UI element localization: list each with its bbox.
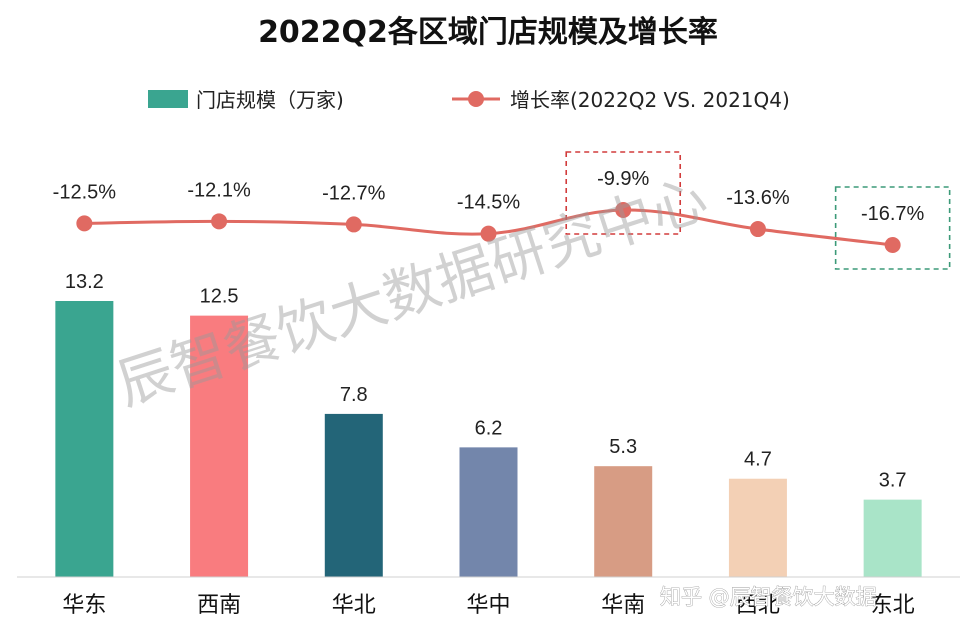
- bar-value-label-6: 4.7: [744, 449, 772, 471]
- rate-value-label-2: -12.1%: [187, 179, 251, 201]
- bar-7: [863, 499, 922, 577]
- rate-point-6: [749, 221, 766, 238]
- bar-5: [594, 466, 653, 577]
- legend-line-label: 增长率(2022Q2 VS. 2021Q4): [510, 88, 790, 112]
- highlight-boxes: [565, 151, 951, 270]
- chart-title: 2022Q2各区域门店规模及增长率: [258, 15, 718, 50]
- bar-1: [55, 301, 114, 577]
- legend: 门店规模（万家) 增长率(2022Q2 VS. 2021Q4): [148, 88, 790, 112]
- rate-point-3: [345, 216, 362, 233]
- bar-value-label-3: 7.8: [340, 384, 368, 406]
- category-label-2: 西南: [197, 593, 241, 618]
- rate-point-7: [884, 237, 901, 253]
- bar-value-label-1: 13.2: [65, 271, 104, 293]
- rate-value-label-3: -12.7%: [322, 182, 386, 204]
- legend-bar-label: 门店规模（万家): [196, 88, 344, 112]
- bar-value-labels: 13.2 12.5 7.8 6.2 5.3 4.7 3.7: [65, 271, 907, 492]
- growth-rate-points: [76, 202, 901, 253]
- rate-point-1: [76, 215, 93, 232]
- rate-value-label-1: -12.5%: [53, 181, 117, 203]
- category-label-7: 东北: [871, 593, 915, 618]
- category-label-4: 华中: [466, 593, 510, 618]
- rate-point-5: [615, 202, 632, 218]
- bar-value-label-4: 6.2: [475, 417, 503, 439]
- category-labels: 华东 西南 华北 华中 华南 西北 东北: [62, 593, 914, 618]
- rate-point-4: [480, 225, 497, 242]
- rate-value-label-5: -9.9%: [597, 168, 649, 190]
- rate-value-label-6: -13.6%: [726, 187, 790, 209]
- category-label-3: 华北: [332, 593, 376, 618]
- highlight-box-2: [834, 186, 951, 270]
- legend-line-marker: [468, 91, 484, 107]
- rate-value-label-4: -14.5%: [457, 192, 521, 214]
- rate-point-2: [211, 213, 228, 230]
- growth-rate-labels: -12.5% -12.1% -12.7% -14.5% -9.9% -13.6% -16.7…: [53, 168, 925, 225]
- category-label-6: 西北: [736, 593, 780, 618]
- source-credit: 知乎 @辰智餐饮大数据: [660, 585, 877, 609]
- bar-6: [728, 478, 787, 577]
- rate-value-label-7: -16.7%: [861, 203, 925, 225]
- legend-bar-swatch: [148, 90, 188, 108]
- bar-value-label-7: 3.7: [879, 470, 907, 492]
- category-label-5: 华南: [601, 593, 645, 618]
- bar-4: [459, 447, 518, 577]
- bar-value-label-5: 5.3: [609, 436, 637, 458]
- category-label-1: 华东: [62, 593, 106, 618]
- bar-2: [190, 315, 249, 577]
- bar-value-label-2: 12.5: [200, 286, 239, 308]
- highlight-box-1: [565, 151, 682, 235]
- bar-series: [55, 301, 922, 577]
- bar-3: [324, 413, 383, 577]
